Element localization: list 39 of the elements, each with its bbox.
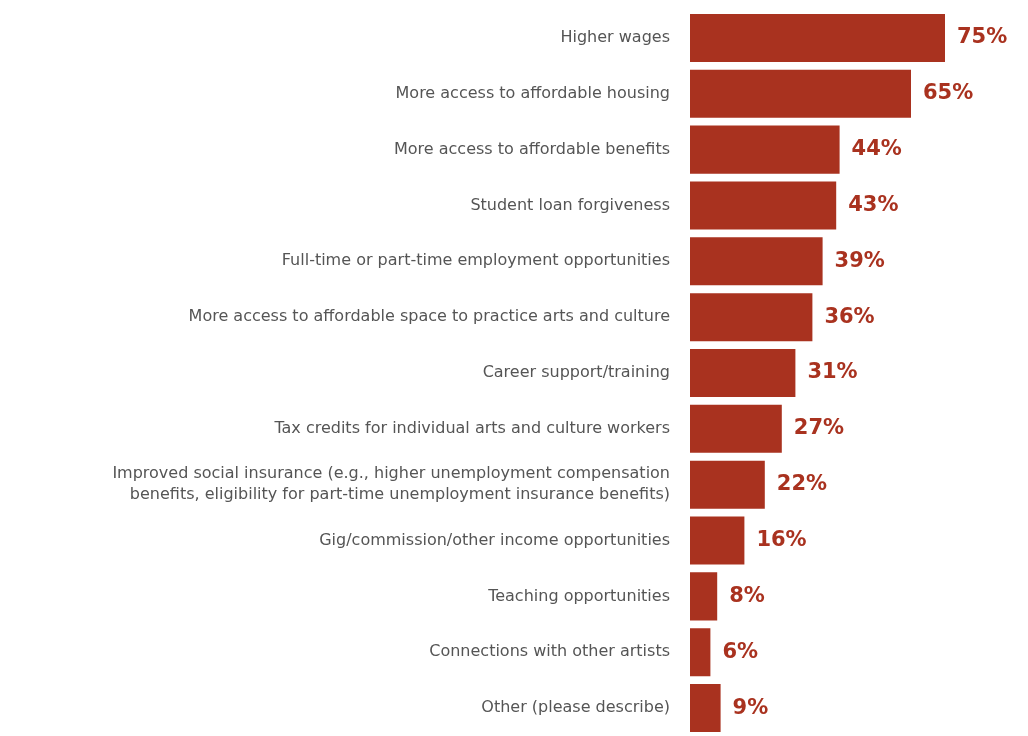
data-label: 44% (851, 136, 902, 161)
y-tick-label: Full-time or part-time employment opportunities (281, 250, 670, 270)
y-tick-label: Career support/training (482, 362, 670, 382)
bar (690, 13, 945, 62)
data-label: 75% (957, 24, 1008, 49)
bar (690, 69, 911, 118)
data-label: 22% (776, 471, 828, 496)
data-label: 6% (722, 638, 759, 663)
data-label: 27% (793, 415, 845, 440)
data-label: 8% (729, 582, 765, 607)
bar (690, 628, 711, 677)
bar (690, 348, 796, 398)
y-tick-label: Higher wages (560, 27, 670, 47)
y-tick-label: More access to affordable benefits (394, 138, 670, 158)
bar (690, 125, 840, 174)
bar (690, 516, 745, 565)
bar (690, 460, 765, 509)
y-tick-label: Student loan forgiveness (470, 194, 670, 214)
bar (690, 181, 837, 230)
data-label: 16% (756, 526, 807, 551)
data-label: 31% (807, 359, 858, 384)
bar (690, 293, 813, 342)
data-label: 36% (824, 303, 875, 328)
y-tick-label: Connections with other artists (429, 641, 670, 661)
data-label: 65% (923, 80, 974, 105)
data-label: 9% (732, 694, 769, 719)
y-tick-label: Improved social insurance (e.g., higher unemployment compensation benefits, eligibility for part-time unemployment insurance benefits) (112, 463, 670, 504)
bar (690, 684, 721, 733)
bar (690, 237, 823, 286)
data-label: 43% (848, 191, 899, 216)
y-tick-label: Tax credits for individual arts and culture workers (273, 418, 670, 437)
y-tick-label: Gig/commission/other income opportunities (319, 529, 670, 549)
y-tick-label: More access to affordable space to practice arts and culture (188, 306, 670, 326)
data-label: 39% (834, 247, 885, 272)
y-tick-label: Other (please describe) (481, 697, 670, 717)
bar (690, 572, 718, 621)
y-tick-label: Teaching opportunities (487, 585, 670, 605)
bar (690, 404, 782, 453)
y-tick-label: More access to affordable housing (395, 82, 670, 102)
